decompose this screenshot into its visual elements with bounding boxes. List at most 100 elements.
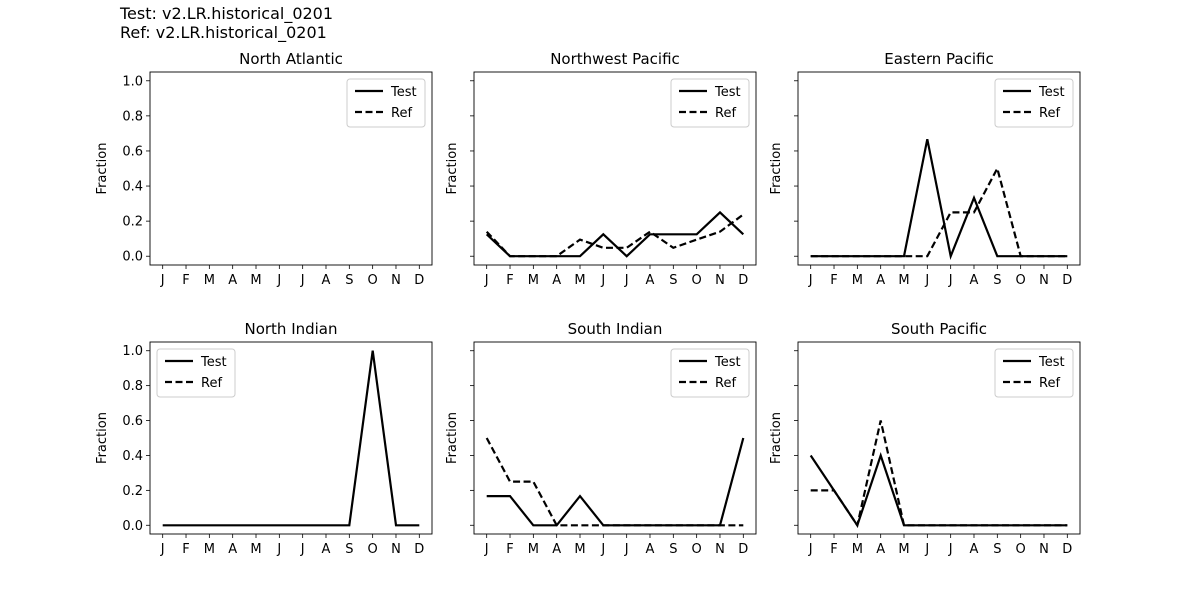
y-tick-label: 1.0 (122, 74, 143, 89)
x-tick-label: D (738, 542, 748, 557)
test-series-line (485, 210, 745, 258)
ref-case-label: Ref: v2.LR.historical_0201 (120, 23, 327, 42)
x-tick-label: N (715, 273, 725, 288)
legend-test-label: Test (714, 85, 741, 100)
x-tick-label: A (970, 273, 979, 288)
x-tick-label: N (391, 273, 401, 288)
legend-test-label: Test (1038, 85, 1065, 100)
legend-ref-label: Ref (201, 376, 222, 391)
x-tick-label: S (993, 273, 1001, 288)
x-tick-label: A (646, 542, 655, 557)
x-tick-label: S (669, 542, 677, 557)
x-tick-label: A (322, 542, 331, 557)
legend: Test Ref (156, 348, 236, 398)
legend: Test Ref (994, 348, 1074, 398)
legend: Test Ref (670, 348, 750, 398)
x-tick-label: A (876, 273, 885, 288)
x-tick-label: J (300, 273, 305, 288)
x-tick-label: D (1062, 542, 1072, 557)
x-tick-label: J (160, 542, 165, 557)
test-series-line (809, 452, 1068, 528)
x-tick-label: D (414, 273, 424, 288)
legend: Test Ref (670, 78, 750, 128)
x-tick-label: O (368, 542, 378, 557)
y-tick-label: 0.0 (122, 250, 143, 265)
ref-series-line (485, 213, 744, 258)
test-series-line (810, 138, 1068, 261)
x-tick-label: M (250, 273, 261, 288)
y-tick-label: 0.2 (122, 215, 143, 230)
x-tick-label: D (414, 542, 424, 557)
x-tick-label: O (692, 273, 702, 288)
legend-test-label: Test (714, 355, 741, 370)
x-tick-label: A (228, 542, 237, 557)
y-tick-label: 0.2 (122, 484, 143, 499)
y-axis-label: Fraction (95, 412, 110, 464)
subplot-title: South Indian (568, 320, 663, 338)
subplot-title: South Pacific (891, 320, 987, 338)
y-tick-label: 0.8 (122, 379, 143, 394)
x-tick-label: S (345, 273, 353, 288)
subplot-title: Eastern Pacific (884, 50, 993, 68)
x-tick-label: F (506, 542, 513, 557)
x-tick-label: O (368, 273, 378, 288)
legend-test-label: Test (1038, 355, 1065, 370)
axes-frame (149, 71, 433, 266)
y-axis-label: Fraction (769, 143, 784, 195)
x-tick-label: M (528, 273, 539, 288)
x-tick-label: N (715, 542, 725, 557)
x-tick-label: F (830, 273, 837, 288)
y-axis-label: Fraction (445, 412, 460, 464)
x-tick-label: J (276, 273, 281, 288)
x-tick-label: O (692, 542, 702, 557)
legend-test-label: Test (390, 85, 417, 100)
legend-test-label: Test (200, 355, 227, 370)
x-tick-label: M (250, 542, 261, 557)
y-tick-label: 0.4 (122, 180, 143, 195)
x-tick-label: A (646, 273, 655, 288)
x-tick-label: J (484, 542, 489, 557)
legend: Test Ref (994, 78, 1074, 128)
y-tick-label: 0.4 (122, 449, 143, 464)
x-tick-label: J (924, 542, 929, 557)
x-tick-label: J (924, 273, 929, 288)
test-series-line (162, 350, 420, 527)
y-axis-label: Fraction (445, 143, 460, 195)
x-tick-label: J (160, 273, 165, 288)
x-tick-label: S (993, 542, 1001, 557)
x-tick-label: M (574, 273, 585, 288)
axes-frame (797, 341, 1081, 535)
x-tick-label: J (624, 273, 629, 288)
figure-header: Test: v2.LR.historical_0201 Ref: v2.LR.h… (120, 4, 333, 42)
legend-ref-label: Ref (1039, 106, 1060, 121)
x-tick-label: A (876, 542, 885, 557)
x-tick-label: A (552, 542, 561, 557)
y-axis-label: Fraction (769, 412, 784, 464)
legend-ref-label: Ref (715, 376, 736, 391)
legend-ref-label: Ref (391, 106, 412, 121)
ref-series-line (810, 165, 1068, 258)
x-tick-label: N (1039, 273, 1049, 288)
x-tick-label: A (970, 542, 979, 557)
subplot-title: North Atlantic (239, 50, 343, 68)
y-tick-label: 0.0 (122, 519, 143, 534)
x-tick-label: J (948, 542, 953, 557)
y-axis-label: Fraction (95, 143, 110, 195)
x-tick-label: M (852, 273, 863, 288)
x-tick-label: A (552, 273, 561, 288)
x-tick-label: N (1039, 542, 1049, 557)
subplot-title: Northwest Pacific (550, 50, 680, 68)
x-tick-label: F (182, 273, 189, 288)
x-tick-label: O (1016, 273, 1026, 288)
x-tick-label: S (669, 273, 677, 288)
subplot-title: North Indian (244, 320, 337, 338)
legend: Test Ref (346, 78, 426, 128)
x-tick-label: F (506, 273, 513, 288)
x-tick-label: N (391, 542, 401, 557)
x-tick-label: M (204, 542, 215, 557)
